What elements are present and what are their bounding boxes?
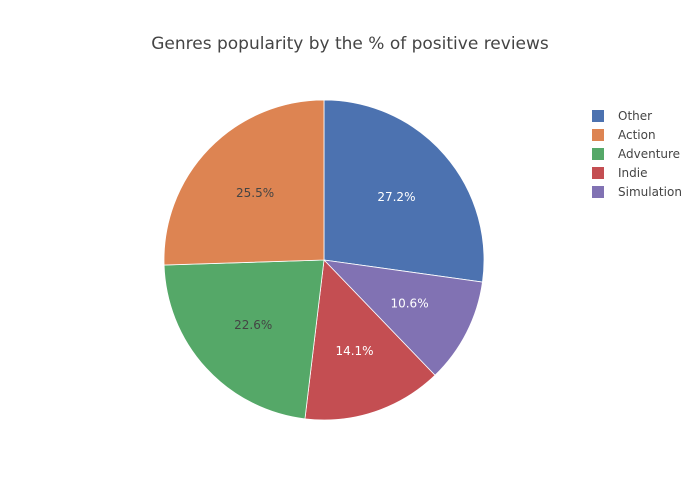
legend-item-other[interactable]: Other [592, 106, 682, 125]
legend-item-action[interactable]: Action [592, 125, 682, 144]
pie-slice-indie[interactable] [304, 259, 436, 421]
pie-slice-simulation[interactable] [322, 259, 483, 376]
slice-label-action: 25.5% [236, 186, 274, 200]
slice-label-other: 27.2% [377, 190, 415, 204]
legend-item-simulation[interactable]: Simulation [592, 182, 682, 201]
pie-slice-action[interactable] [163, 99, 325, 266]
legend-swatch [592, 166, 604, 179]
legend-item-indie[interactable]: Indie [592, 163, 682, 182]
legend: Other Action Adventure Indie Simulation [592, 106, 682, 201]
slice-label-adventure: 22.6% [234, 318, 272, 332]
legend-label: Other [618, 108, 653, 123]
legend-swatch [592, 109, 604, 122]
legend-label: Adventure [618, 146, 681, 161]
legend-swatch [592, 147, 604, 160]
legend-label: Action [618, 127, 656, 142]
chart-title: Genres popularity by the % of positive r… [151, 34, 549, 54]
legend-swatch [592, 128, 604, 141]
legend-swatch [592, 185, 604, 198]
slice-label-indie: 14.1% [335, 344, 373, 358]
legend-label: Simulation [618, 184, 682, 199]
pie-slice-adventure[interactable] [163, 259, 325, 420]
slice-label-simulation: 10.6% [390, 297, 428, 311]
pie-slice-other[interactable] [323, 99, 485, 283]
legend-item-adventure[interactable]: Adventure [592, 144, 682, 163]
legend-label: Indie [618, 165, 648, 180]
